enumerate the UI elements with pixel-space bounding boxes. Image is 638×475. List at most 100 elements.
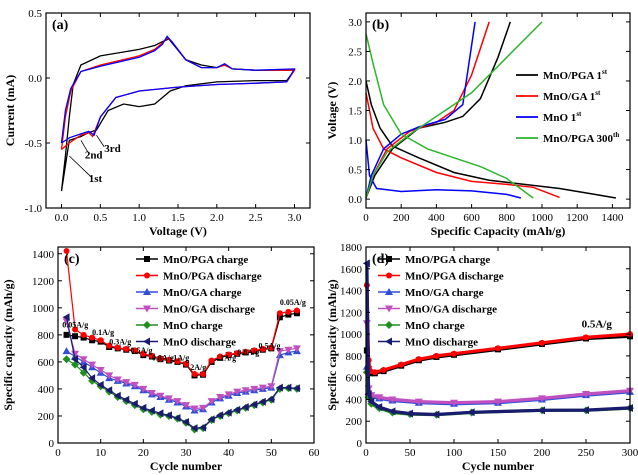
data-point (375, 403, 383, 412)
data-point (62, 355, 71, 364)
data-point (414, 398, 423, 406)
x-tick-label: 300 (622, 447, 638, 459)
data-point (208, 357, 215, 364)
data-point (285, 308, 292, 315)
rate-label: 0.05A/g (280, 298, 306, 307)
data-point (467, 408, 475, 417)
data-point (182, 402, 190, 410)
rate-label: 0.8A/g (237, 348, 259, 357)
y-tick-label: 1600 (340, 264, 363, 276)
data-point (293, 307, 300, 314)
y-axis-label: Specific capacity (mAh/g) (325, 279, 339, 410)
legend-entry: MnO/PGA discharge (405, 271, 504, 283)
data-point (105, 372, 114, 380)
data-point (284, 346, 293, 354)
legend-marker (386, 256, 392, 262)
y-tick-label: 2.5 (348, 46, 362, 58)
x-tick-label: 50 (405, 447, 417, 459)
data-point (96, 380, 104, 389)
voltage-profile-0 (365, 80, 617, 199)
data-point (147, 406, 155, 415)
data-point (250, 385, 259, 393)
data-point (131, 347, 138, 354)
data-point (190, 424, 198, 433)
data-point (123, 346, 130, 353)
y-tick-label: 0.0 (28, 73, 42, 85)
cv-curve-0 (60, 38, 296, 192)
data-point (62, 347, 71, 355)
y-tick-label: 1400 (340, 286, 363, 298)
data-point (157, 355, 164, 362)
x-tick-label: 60 (309, 447, 321, 459)
legend-entry: MnO/GA discharge (405, 304, 497, 316)
data-point (398, 361, 405, 368)
data-point (122, 395, 130, 404)
data-point (216, 394, 225, 402)
panel-a: 0.0 0.5 1.0 1.5 2.0 2.5 3.0 0.5 0.0 -0.5 -1.0 Volta… (3, 8, 311, 238)
legend-entry: MnO/GA charge (405, 287, 484, 299)
voltage-profile-2 (365, 21, 476, 199)
x-tick-label: 0 (363, 447, 369, 459)
data-point (216, 411, 224, 420)
data-point (165, 356, 172, 363)
x-tick-label: 10 (95, 447, 107, 459)
y-tick-label: 2.0 (348, 76, 362, 88)
data-point (268, 344, 275, 351)
rate-label: 0.05A/g (62, 320, 88, 329)
data-point (259, 346, 266, 353)
data-point (275, 383, 283, 392)
x-tick-label: 3.0 (288, 212, 302, 224)
panel-label: (b) (372, 18, 389, 33)
data-point (89, 334, 96, 341)
data-point (114, 344, 121, 351)
data-point (225, 351, 232, 358)
x-tick-label: 1000 (531, 212, 554, 224)
voltage-profile-3 (365, 33, 534, 199)
data-point (292, 345, 301, 353)
rate-series-line-0 (66, 312, 297, 377)
x-tick-label: 0.5 (93, 212, 107, 224)
rate-label: 0.5A/g (131, 346, 153, 355)
rate-label: 0.1A/g (92, 328, 114, 337)
legend-marker (143, 321, 151, 329)
legend-series-superscript: st (595, 89, 601, 97)
data-point (88, 374, 96, 383)
x-tick-label: 1.5 (171, 212, 185, 224)
panel-b: 0 200 400 600 800 1000 1200 1400 0.0 0.5 1.0 1.5 2.0… (325, 12, 631, 238)
data-point (432, 410, 440, 419)
data-point (367, 397, 375, 406)
data-point (217, 353, 224, 360)
rate-label: 2A/g (190, 363, 206, 372)
data-point (415, 356, 422, 363)
data-point (450, 399, 458, 407)
data-point (113, 376, 122, 384)
y-tick-label: 800 (38, 330, 55, 342)
legend-entry: MnO charge (405, 320, 465, 332)
data-point (63, 248, 70, 255)
y-tick-label: 1200 (32, 276, 55, 288)
data-point (191, 371, 198, 378)
legend-entry: MnO discharge (163, 337, 236, 349)
data-point (113, 391, 121, 400)
data-point (182, 418, 189, 427)
legend-marker (143, 288, 151, 295)
data-point (241, 403, 249, 412)
y-tick-label: 0 (49, 438, 55, 450)
data-point (406, 409, 413, 418)
x-tick-label: 150 (490, 447, 507, 459)
annotation-pointer (69, 155, 92, 178)
data-point (130, 399, 138, 408)
data-point (62, 313, 70, 322)
legend-entry: MnO/PGA charge (163, 254, 248, 266)
panel-label: (a) (52, 18, 69, 33)
rate-label: 1A/g (173, 353, 189, 362)
data-point (292, 384, 300, 393)
data-point (199, 404, 208, 412)
data-point (582, 406, 589, 415)
data-point (97, 337, 104, 344)
annotation-pointer (96, 134, 105, 148)
x-tick-label: 30 (181, 447, 193, 459)
legend-entry: MnO/PGA 1st (543, 68, 608, 82)
rate-label: 0.3A/g (109, 337, 131, 346)
data-point (207, 415, 215, 424)
